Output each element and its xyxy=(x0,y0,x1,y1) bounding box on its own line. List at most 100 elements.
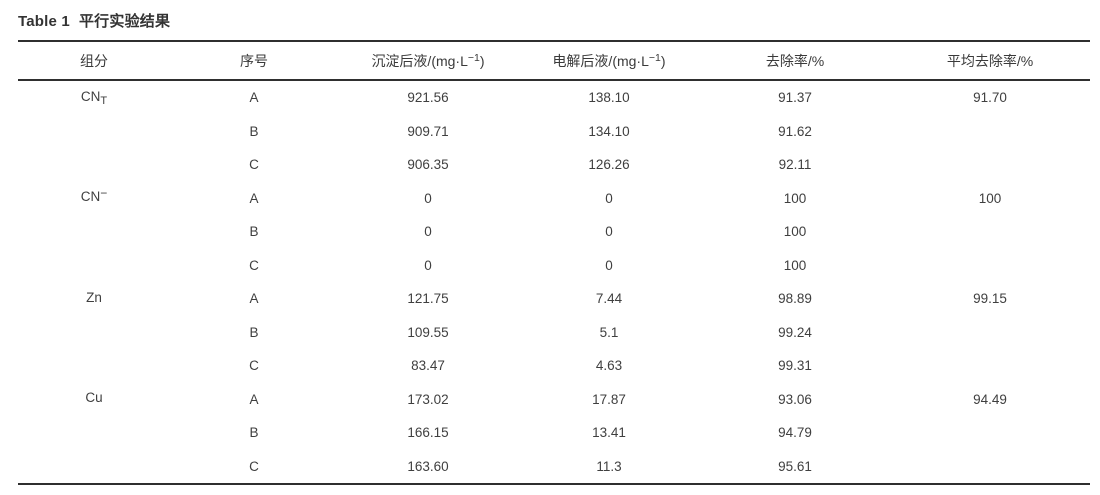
component-cell xyxy=(18,450,170,485)
series-cell: C xyxy=(249,458,259,474)
component-cell xyxy=(18,349,170,383)
series-cell: B xyxy=(249,324,259,340)
precipitation-value-cell: 909.71 xyxy=(407,123,449,139)
table-row: CN− A 0 0 100 100 xyxy=(18,182,1090,216)
removal-rate-cell: 99.31 xyxy=(778,358,812,374)
table-row: B 0 0 100 xyxy=(18,215,1090,249)
table-row: C 906.35 126.26 92.11 xyxy=(18,148,1090,182)
table-title-text: 平行实验结果 xyxy=(78,13,171,30)
electrolysis-value-cell: 11.3 xyxy=(596,458,622,474)
series-cell: C xyxy=(249,358,259,374)
table-row: C 0 0 100 xyxy=(18,249,1090,283)
series-cell: C xyxy=(249,257,259,273)
average-removal-rate-cell xyxy=(890,416,1090,450)
series-cell: B xyxy=(249,123,259,139)
component-superscript: − xyxy=(100,186,108,201)
precipitation-value-cell: 906.35 xyxy=(407,157,449,173)
series-cell: A xyxy=(249,291,259,307)
component-cell xyxy=(18,416,170,450)
precipitation-value-cell: 83.47 xyxy=(411,358,445,374)
removal-rate-cell: 100 xyxy=(783,257,807,273)
component-cell xyxy=(18,115,170,149)
table-row: C 83.47 4.63 99.31 xyxy=(18,349,1090,383)
removal-rate-cell: 95.61 xyxy=(778,458,812,474)
removal-rate-cell: 91.62 xyxy=(778,123,812,139)
removal-rate-cell: 94.79 xyxy=(778,425,812,441)
removal-rate-cell: 99.24 xyxy=(778,324,812,340)
table-row: C 163.60 11.3 95.61 xyxy=(18,450,1090,485)
component-cell xyxy=(18,215,170,249)
column-header-average-removal-rate: 平均去除率/% xyxy=(890,41,1090,81)
average-removal-rate-cell: 99.15 xyxy=(973,291,1007,307)
component-cell: Cu xyxy=(18,383,170,417)
header-superscript: −1 xyxy=(467,51,480,64)
average-removal-rate-cell: 100 xyxy=(978,190,1002,206)
series-cell: A xyxy=(249,391,259,407)
table-row: B 909.71 134.10 91.62 xyxy=(18,115,1090,149)
results-table: 组分 序号 沉淀后液/(mg·L−1) 电解后液/(mg·L−1) 去除率/% … xyxy=(18,40,1090,485)
component-label: CN xyxy=(80,189,101,205)
electrolysis-value-cell: 0 xyxy=(605,257,613,273)
header-superscript: −1 xyxy=(648,51,661,64)
component-cell xyxy=(18,316,170,350)
average-removal-rate-cell xyxy=(890,450,1090,485)
electrolysis-value-cell: 7.44 xyxy=(595,291,623,307)
precipitation-value-cell: 163.60 xyxy=(407,458,449,474)
header-label-end: ) xyxy=(479,52,485,69)
column-header-after-precipitation: 沉淀后液/(mg·L−1) xyxy=(338,41,518,81)
series-cell: A xyxy=(249,90,259,106)
electrolysis-value-cell: 126.26 xyxy=(588,157,630,173)
table-body: CNT A 921.56 138.10 91.37 91.70 B 909.71… xyxy=(18,80,1090,484)
electrolysis-value-cell: 134.10 xyxy=(588,123,630,139)
electrolysis-value-cell: 4.63 xyxy=(595,358,623,374)
average-removal-rate-cell xyxy=(890,115,1090,149)
removal-rate-cell: 100 xyxy=(783,224,807,240)
average-removal-rate-cell xyxy=(890,349,1090,383)
table-row: Zn A 121.75 7.44 98.89 99.15 xyxy=(18,282,1090,316)
electrolysis-value-cell: 13.41 xyxy=(592,425,626,441)
precipitation-value-cell: 109.55 xyxy=(407,324,449,340)
series-cell: B xyxy=(249,425,259,441)
header-row: 组分 序号 沉淀后液/(mg·L−1) 电解后液/(mg·L−1) 去除率/% … xyxy=(18,41,1090,81)
header-label: 组分 xyxy=(80,52,108,69)
electrolysis-value-cell: 0 xyxy=(605,224,613,240)
component-cell xyxy=(18,148,170,182)
series-cell: B xyxy=(249,224,259,240)
average-removal-rate-cell xyxy=(890,148,1090,182)
precipitation-value-cell: 921.56 xyxy=(407,90,449,106)
table-row: B 166.15 13.41 94.79 xyxy=(18,416,1090,450)
column-header-series: 序号 xyxy=(170,41,338,81)
average-removal-rate-cell xyxy=(890,249,1090,283)
table-title-number: Table 1 xyxy=(18,13,70,30)
series-cell: A xyxy=(249,190,259,206)
component-label: CN xyxy=(80,88,101,104)
average-removal-rate-cell: 94.49 xyxy=(973,391,1007,407)
header-label-end: ) xyxy=(660,52,666,69)
table-row: Cu A 173.02 17.87 93.06 94.49 xyxy=(18,383,1090,417)
precipitation-value-cell: 0 xyxy=(424,257,432,273)
precipitation-value-cell: 166.15 xyxy=(407,425,449,441)
average-removal-rate-cell xyxy=(890,215,1090,249)
average-removal-rate-cell: 91.70 xyxy=(973,90,1007,106)
electrolysis-value-cell: 0 xyxy=(605,190,613,206)
component-cell: Zn xyxy=(18,282,170,316)
column-header-after-electrolysis: 电解后液/(mg·L−1) xyxy=(518,41,700,81)
column-header-removal-rate: 去除率/% xyxy=(700,41,890,81)
header-label: 平均去除率/% xyxy=(946,52,1034,69)
removal-rate-cell: 92.11 xyxy=(778,157,812,173)
average-removal-rate-cell xyxy=(890,316,1090,350)
precipitation-value-cell: 0 xyxy=(424,224,432,240)
removal-rate-cell: 93.06 xyxy=(778,391,812,407)
component-cell: CN− xyxy=(18,182,170,216)
table-header: 组分 序号 沉淀后液/(mg·L−1) 电解后液/(mg·L−1) 去除率/% … xyxy=(18,41,1090,81)
header-label: 电解后液/(mg·L xyxy=(552,52,649,69)
component-label: Zn xyxy=(86,289,102,305)
series-cell: C xyxy=(249,157,259,173)
table-row: CNT A 921.56 138.10 91.37 91.70 xyxy=(18,80,1090,115)
electrolysis-value-cell: 17.87 xyxy=(592,391,626,407)
column-header-component: 组分 xyxy=(18,41,170,81)
header-label: 序号 xyxy=(240,52,268,69)
electrolysis-value-cell: 5.1 xyxy=(599,324,619,340)
precipitation-value-cell: 0 xyxy=(424,190,432,206)
